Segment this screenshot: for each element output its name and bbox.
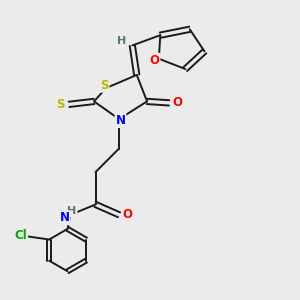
Text: O: O: [122, 208, 132, 221]
Text: O: O: [149, 54, 159, 67]
Text: S: S: [56, 98, 65, 111]
Text: O: O: [172, 96, 182, 110]
Text: N: N: [60, 211, 70, 224]
Text: H: H: [117, 36, 127, 46]
Text: H: H: [67, 206, 76, 216]
Text: N: N: [116, 114, 126, 127]
Text: Cl: Cl: [14, 229, 27, 242]
Text: S: S: [100, 79, 109, 92]
